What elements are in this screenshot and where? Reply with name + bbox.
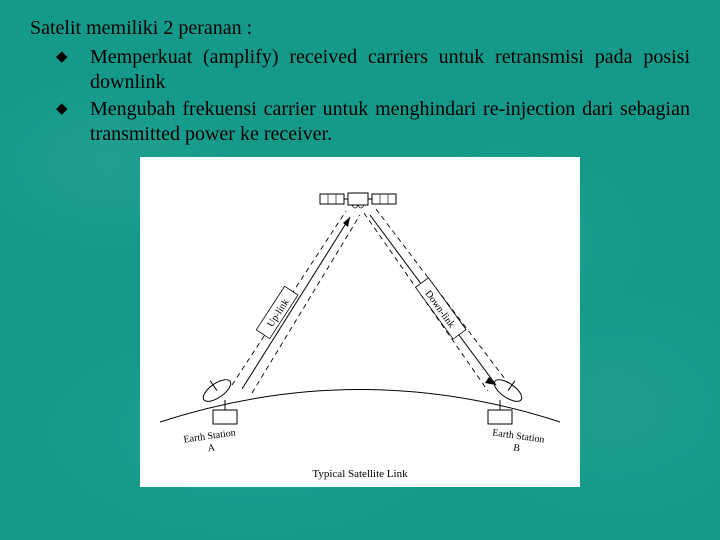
earth-station-a-sub: A [207,442,216,454]
slide-content: Satelit memiliki 2 peranan : Memperkuat … [0,0,720,147]
bullet-item: Memperkuat (amplify) received carriers u… [56,45,690,95]
earth-station-b-sub: B [513,442,521,454]
figure-caption: Typical Satellite Link [312,468,408,480]
figure-container: Up-link Down-link Earth Station A Earth … [0,157,720,487]
satellite-link-diagram: Up-link Down-link Earth Station A Earth … [140,157,580,487]
intro-text: Satelit memiliki 2 peranan : [30,16,690,41]
bullet-item: Mengubah frekuensi carrier untuk menghin… [56,97,690,147]
bullet-list: Memperkuat (amplify) received carriers u… [30,45,690,147]
